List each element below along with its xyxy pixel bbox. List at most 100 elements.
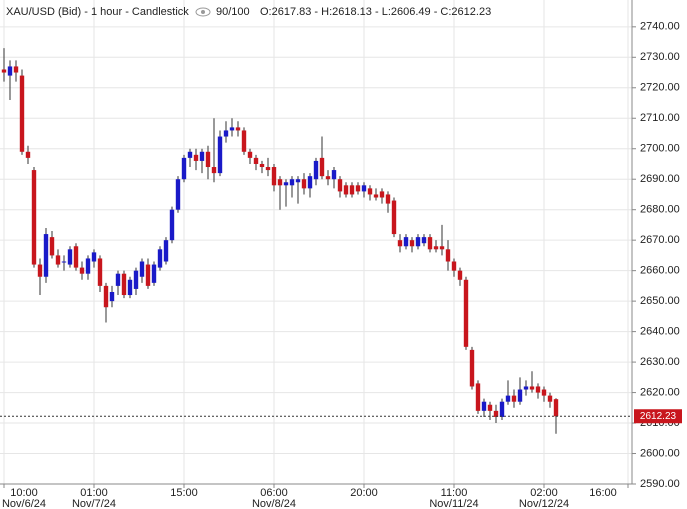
x-tick-date: Nov/7/24 xyxy=(72,498,116,509)
candle-body xyxy=(145,264,151,286)
candle-body xyxy=(325,176,331,180)
candle-body xyxy=(427,237,433,250)
candle-body xyxy=(175,179,181,210)
candle-body xyxy=(337,179,343,192)
eye-icon[interactable] xyxy=(195,7,211,17)
y-tick-label: 2590.00 xyxy=(640,478,680,490)
candle-body xyxy=(271,167,277,186)
candle-body xyxy=(493,410,499,417)
candle-body xyxy=(301,179,307,189)
y-tick-label: 2650.00 xyxy=(640,295,680,307)
candle-body xyxy=(343,185,349,195)
y-tick-label: 2600.00 xyxy=(640,447,680,459)
x-tick-date: Nov/8/24 xyxy=(252,498,296,509)
x-tick-date: Nov/12/24 xyxy=(519,498,569,509)
candle-body xyxy=(475,383,481,411)
candle-body xyxy=(523,386,529,390)
candle-body xyxy=(283,182,289,186)
candle-body xyxy=(529,386,535,390)
candle-body xyxy=(139,261,145,277)
candle-body xyxy=(187,151,193,158)
candle-body xyxy=(469,349,475,387)
candle-body xyxy=(121,273,127,296)
candle-body xyxy=(163,240,169,262)
candle-body xyxy=(547,395,553,402)
candle-body xyxy=(109,291,115,302)
candle-body xyxy=(79,267,85,274)
candle-body xyxy=(7,66,13,76)
x-tick-label: 10:00 xyxy=(10,487,38,499)
candle-body xyxy=(43,234,49,277)
candle-body xyxy=(205,151,211,168)
candle-body xyxy=(169,209,175,241)
candle-body xyxy=(85,258,91,274)
candle-body xyxy=(157,249,163,268)
candle-body xyxy=(49,237,55,256)
candle-body xyxy=(385,194,391,204)
x-tick-label: 06:00 xyxy=(260,487,288,499)
candle-body xyxy=(13,66,19,73)
chart-title: XAU/USD (Bid) - 1 hour - Candlestick xyxy=(6,6,189,18)
candle-body xyxy=(133,270,139,289)
zoom-level: 90/100 xyxy=(216,6,250,18)
candle-body xyxy=(229,127,235,131)
candle-body xyxy=(25,151,31,158)
y-tick-label: 2730.00 xyxy=(640,51,680,63)
eye-outline xyxy=(195,7,211,17)
candle-body xyxy=(361,185,367,192)
x-tick-date: Nov/6/24 xyxy=(2,498,46,509)
candle-body xyxy=(97,258,103,286)
candle-body xyxy=(463,279,469,347)
candle-body xyxy=(397,240,403,247)
y-tick-label: 2660.00 xyxy=(640,265,680,277)
x-tick-label: 20:00 xyxy=(350,487,378,499)
candles xyxy=(1,48,559,434)
readout-value: L:2606.49 xyxy=(382,6,431,18)
x-tick-label: 16:00 xyxy=(589,487,617,499)
candle-body xyxy=(127,279,133,296)
candle-body xyxy=(457,270,463,280)
y-tick-label: 2720.00 xyxy=(640,82,680,94)
candle-body xyxy=(415,237,421,247)
candle-body xyxy=(481,401,487,411)
candle-body xyxy=(73,246,79,268)
x-tick-label: 11:00 xyxy=(441,487,468,499)
y-tick-label: 2630.00 xyxy=(640,356,680,368)
candle-body xyxy=(61,261,67,263)
candle-body xyxy=(391,200,397,235)
candle-body xyxy=(289,179,295,186)
candle-body xyxy=(31,170,37,265)
candle-body xyxy=(373,194,379,198)
y-tick-label: 2670.00 xyxy=(640,234,680,246)
candle-body xyxy=(349,185,355,195)
candle-body xyxy=(379,191,385,198)
y-tick-label: 2620.00 xyxy=(640,386,680,398)
readout-value: C:2612.23 xyxy=(440,6,491,18)
candle-body xyxy=(115,273,121,286)
candle-body xyxy=(193,154,199,161)
candle-body xyxy=(505,395,511,402)
candle-body xyxy=(1,69,7,73)
candle-body xyxy=(535,386,541,393)
grid xyxy=(0,0,632,485)
candle-body xyxy=(295,179,301,183)
readout-value: H:2618.13 xyxy=(321,6,372,18)
candle-body xyxy=(265,167,271,171)
candle-body xyxy=(55,255,61,265)
candle-body xyxy=(433,246,439,250)
y-tick-label: 2690.00 xyxy=(640,173,680,185)
candle-body xyxy=(151,264,157,283)
candle-body xyxy=(67,249,73,265)
candle-body xyxy=(253,157,259,164)
candle-body xyxy=(451,261,457,271)
candle-body xyxy=(259,163,265,168)
last-price-box xyxy=(634,409,682,424)
candle-body xyxy=(409,240,415,247)
candle-body xyxy=(37,264,43,277)
candle-body xyxy=(331,170,337,180)
candle-body xyxy=(367,188,373,195)
y-tick-label: 2740.00 xyxy=(640,21,680,33)
x-tick-label: 01:00 xyxy=(80,487,108,499)
candle-body xyxy=(223,130,229,137)
